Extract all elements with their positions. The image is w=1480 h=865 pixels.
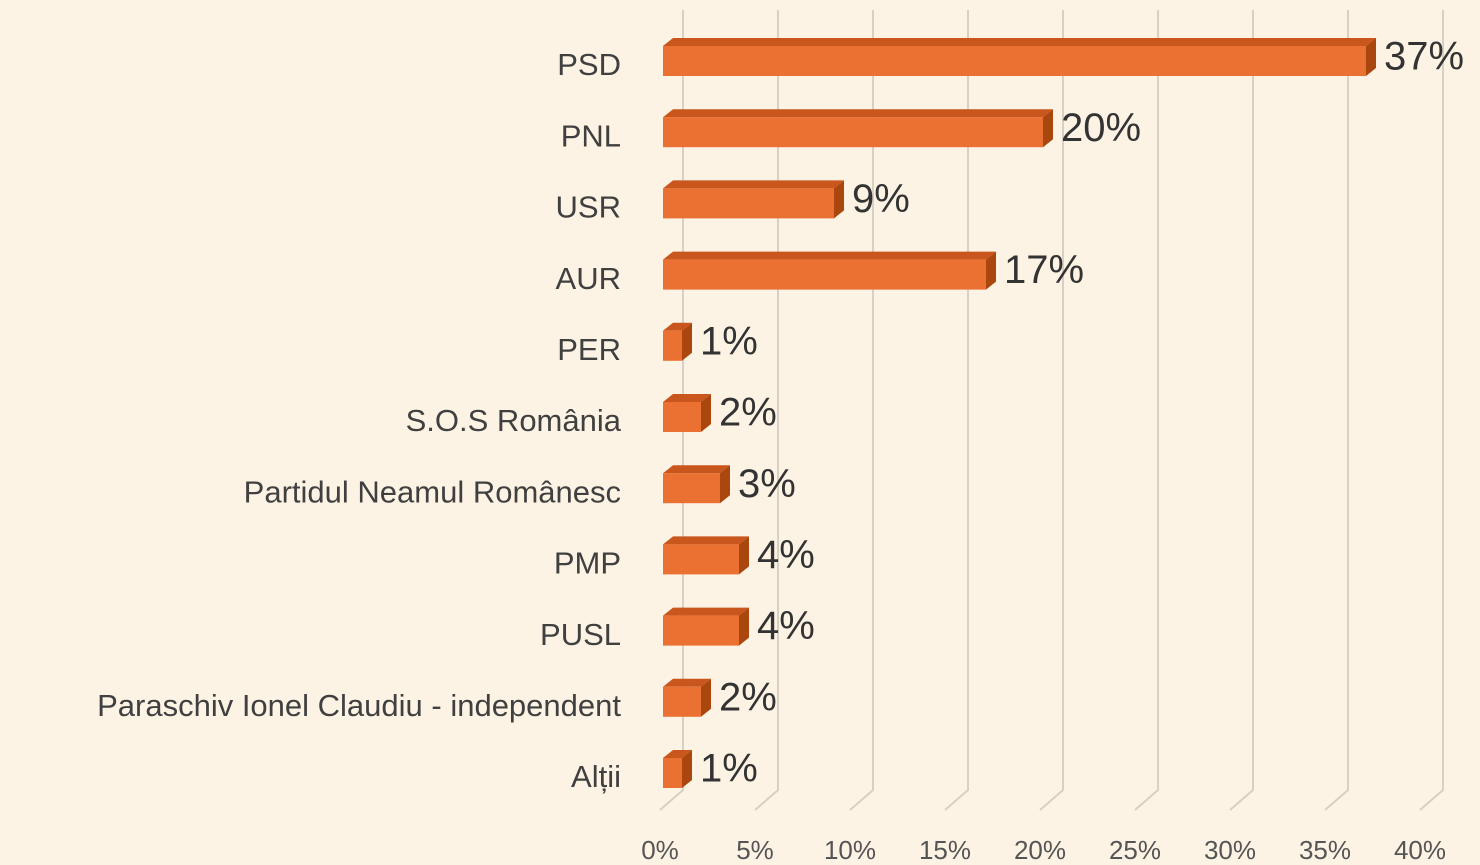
value-label: 4%: [757, 533, 815, 577]
value-label: 1%: [700, 319, 758, 363]
bar-top: [663, 251, 996, 260]
x-tick-label: 30%: [1204, 835, 1256, 865]
x-tick-label: 35%: [1299, 835, 1351, 865]
x-tick-label: 0%: [641, 835, 679, 865]
bar: [663, 46, 1366, 76]
y-tick-label: PMP: [554, 546, 621, 581]
bar-top: [663, 109, 1053, 118]
x-tick-label: 15%: [919, 835, 971, 865]
grid-line: [1039, 10, 1064, 811]
bar-top: [663, 607, 749, 616]
value-label: 3%: [738, 462, 796, 506]
bar-side: [834, 180, 844, 219]
grid-line: [1229, 10, 1254, 811]
bar: [663, 188, 834, 219]
bar: [663, 473, 720, 504]
bar-side: [739, 607, 749, 646]
y-tick-label: PUSL: [540, 617, 621, 652]
bar: [663, 686, 701, 717]
x-tick-label: 20%: [1014, 835, 1066, 865]
bar-side: [682, 322, 692, 361]
bar-top: [663, 750, 692, 758]
bar-side: [1366, 38, 1376, 76]
value-label: 1%: [700, 747, 758, 791]
x-tick-label: 40%: [1394, 835, 1446, 865]
value-label: 9%: [852, 177, 910, 221]
grid-line: [1419, 10, 1444, 811]
bar-top: [663, 536, 749, 545]
value-label: 4%: [757, 604, 815, 648]
bar: [663, 117, 1043, 148]
value-label: 2%: [719, 391, 777, 435]
bar: [663, 615, 739, 646]
y-tick-label: PNL: [561, 118, 621, 153]
x-tick-label: 10%: [824, 835, 876, 865]
bar: [663, 330, 682, 361]
bar: [663, 758, 682, 788]
y-tick-label: Alții: [571, 759, 621, 794]
bar-top: [663, 394, 711, 402]
y-tick-label: PSD: [557, 47, 621, 82]
bar: [663, 544, 739, 575]
bar: [663, 402, 701, 432]
bar-side: [682, 750, 692, 788]
bar-top: [663, 322, 692, 331]
x-tick-label: 5%: [736, 835, 774, 865]
bar-side: [701, 678, 711, 717]
value-label: 2%: [719, 675, 777, 719]
y-tick-label: USR: [556, 190, 621, 225]
bar-top: [663, 465, 730, 474]
bar: [663, 259, 986, 290]
y-tick-label: Paraschiv Ionel Claudiu - independent: [97, 688, 621, 723]
value-label: 20%: [1061, 106, 1141, 150]
grid-line: [1324, 10, 1349, 811]
bar-side: [701, 394, 711, 432]
value-label: 17%: [1004, 248, 1084, 292]
bar-side: [1043, 109, 1053, 148]
y-tick-label: PER: [557, 332, 621, 367]
y-tick-label: Partidul Neamul Românesc: [244, 474, 621, 509]
bar-top: [663, 180, 844, 189]
bar-side: [986, 251, 996, 290]
grid-line: [1134, 10, 1159, 811]
bar-top: [663, 38, 1376, 46]
x-tick-label: 25%: [1109, 835, 1161, 865]
bar-side: [720, 465, 730, 504]
y-tick-label: S.O.S România: [406, 403, 622, 438]
bar-side: [739, 536, 749, 575]
bar-top: [663, 678, 711, 687]
value-label: 37%: [1384, 35, 1464, 79]
y-tick-label: AUR: [556, 261, 621, 296]
